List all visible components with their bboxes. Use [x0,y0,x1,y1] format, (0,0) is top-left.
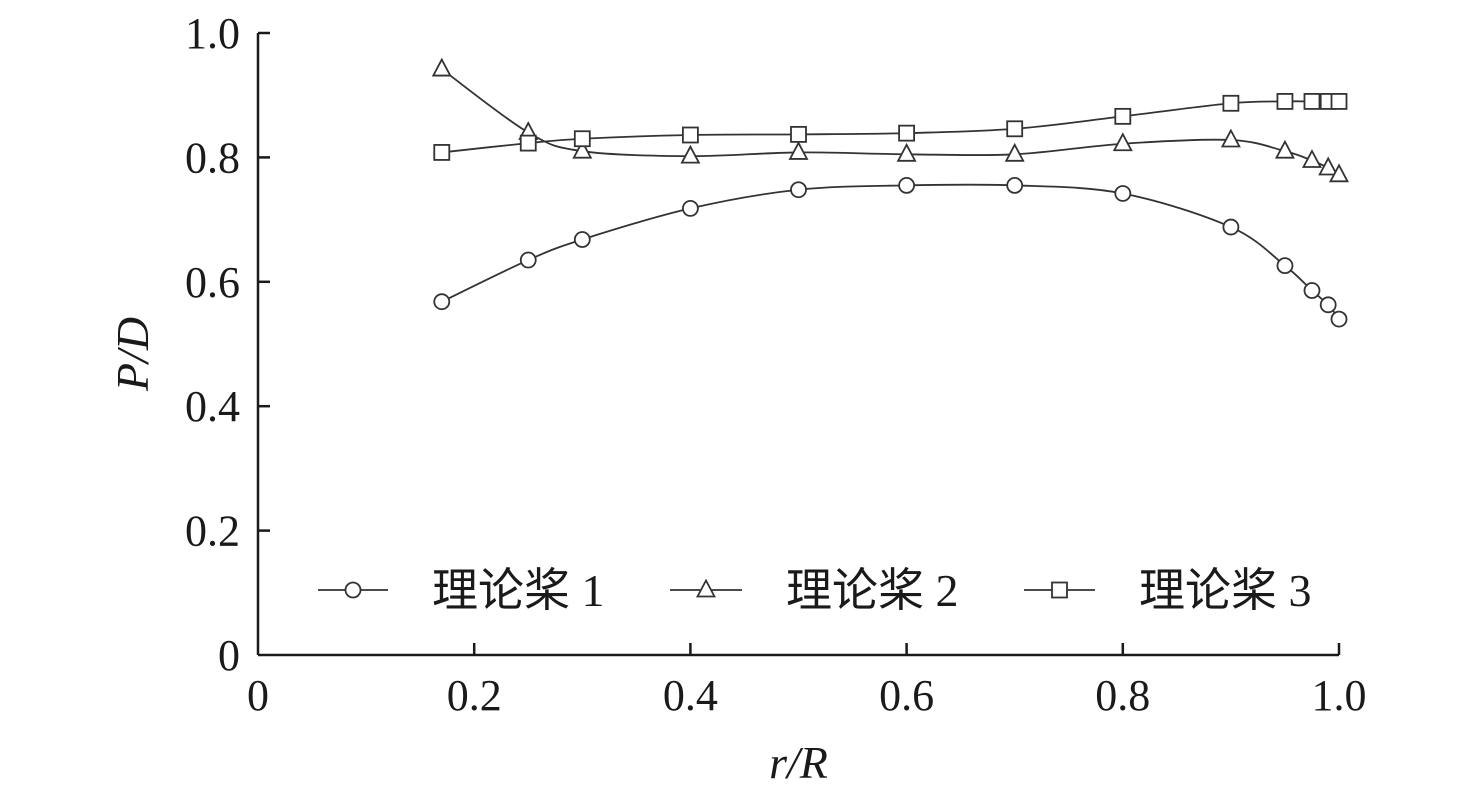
series-2-point [1004,142,1025,162]
series-1-point [1303,282,1321,299]
legend: 理论桨 1 理论桨 2 理论桨 3 [318,565,1312,616]
series-3-point [1276,93,1294,110]
y-tick-label: 0.2 [185,507,240,556]
series-2-point [431,57,452,77]
series-2-point [1329,163,1349,183]
x-tick-label: 0.8 [1095,671,1150,720]
series-1 [433,176,1348,328]
series-3-point [573,130,591,148]
legend-item: 理论桨 1 [318,565,605,616]
x-ticks: 0 0.2 0.4 0.6 0.8 1.0 [247,643,1367,720]
y-tick-label: 0.8 [185,133,240,182]
series-3-point [682,126,699,144]
legend-label: 理论桨 1 [432,565,605,616]
series-1-point [433,293,451,311]
series-2-point [1318,156,1339,176]
y-axis-title: P/D [107,317,158,392]
legend-marker [696,578,716,598]
x-tick-label: 0 [247,671,269,720]
series-1-point [898,176,915,194]
x-tick-label: 0.6 [879,671,934,720]
series-1-point [573,231,591,248]
series-3-point [1114,107,1132,125]
series-2-point [680,144,701,164]
y-tick-label: 0 [218,631,240,680]
series-3-point [1303,93,1321,110]
series-3-point [433,144,451,161]
series-2-point [572,139,593,159]
series-2 [431,57,1349,183]
y-tick-label: 1.0 [185,9,240,58]
series-1-point [682,200,699,217]
series-3-point [519,134,537,152]
series-1-point [519,251,537,269]
series-3 [433,93,1348,161]
legend-item: 理论桨 2 [670,565,959,616]
series-1-point [1276,257,1294,275]
series-2-point [788,141,809,160]
series-1-point [1006,176,1024,194]
legend-item: 理论桨 3 [1024,565,1312,616]
y-tick-label: 0.4 [185,382,240,431]
series-2-point [1112,132,1133,152]
x-tick-label: 1.0 [1312,671,1367,720]
y-tick-label: 0.6 [185,258,240,307]
series-1-line [441,183,1340,320]
plot-series [431,57,1349,328]
x-tick-label: 0.4 [663,671,718,720]
series-3-point [1330,93,1348,110]
x-axis-title: r/R [769,737,828,788]
legend-label: 理论桨 2 [786,565,959,616]
series-2-point [1220,128,1241,148]
series-3-point [898,124,915,142]
series-1-point [790,181,807,199]
legend-marker [344,581,362,599]
series-2-point [896,142,917,162]
series-1-point [1330,310,1348,328]
axes: 0 0.2 0.4 0.6 0.8 1.0 0 0.2 0.4 0.6 0.8 1.0 [185,9,1367,720]
series-1-point [1319,296,1337,314]
series-2-line [441,68,1340,176]
series-3-point [1006,120,1024,138]
legend-marker [1051,581,1068,599]
series-3-point [1222,94,1240,112]
series-1-point [1114,185,1132,202]
legend-label: 理论桨 3 [1139,565,1312,616]
series-3-point [790,125,807,143]
y-ticks: 0 0.2 0.4 0.6 0.8 1.0 [185,9,270,680]
series-2-point [1301,149,1322,168]
x-tick-label: 0.2 [447,671,502,720]
series-2-point [1274,139,1295,159]
series-1-point [1222,218,1240,236]
